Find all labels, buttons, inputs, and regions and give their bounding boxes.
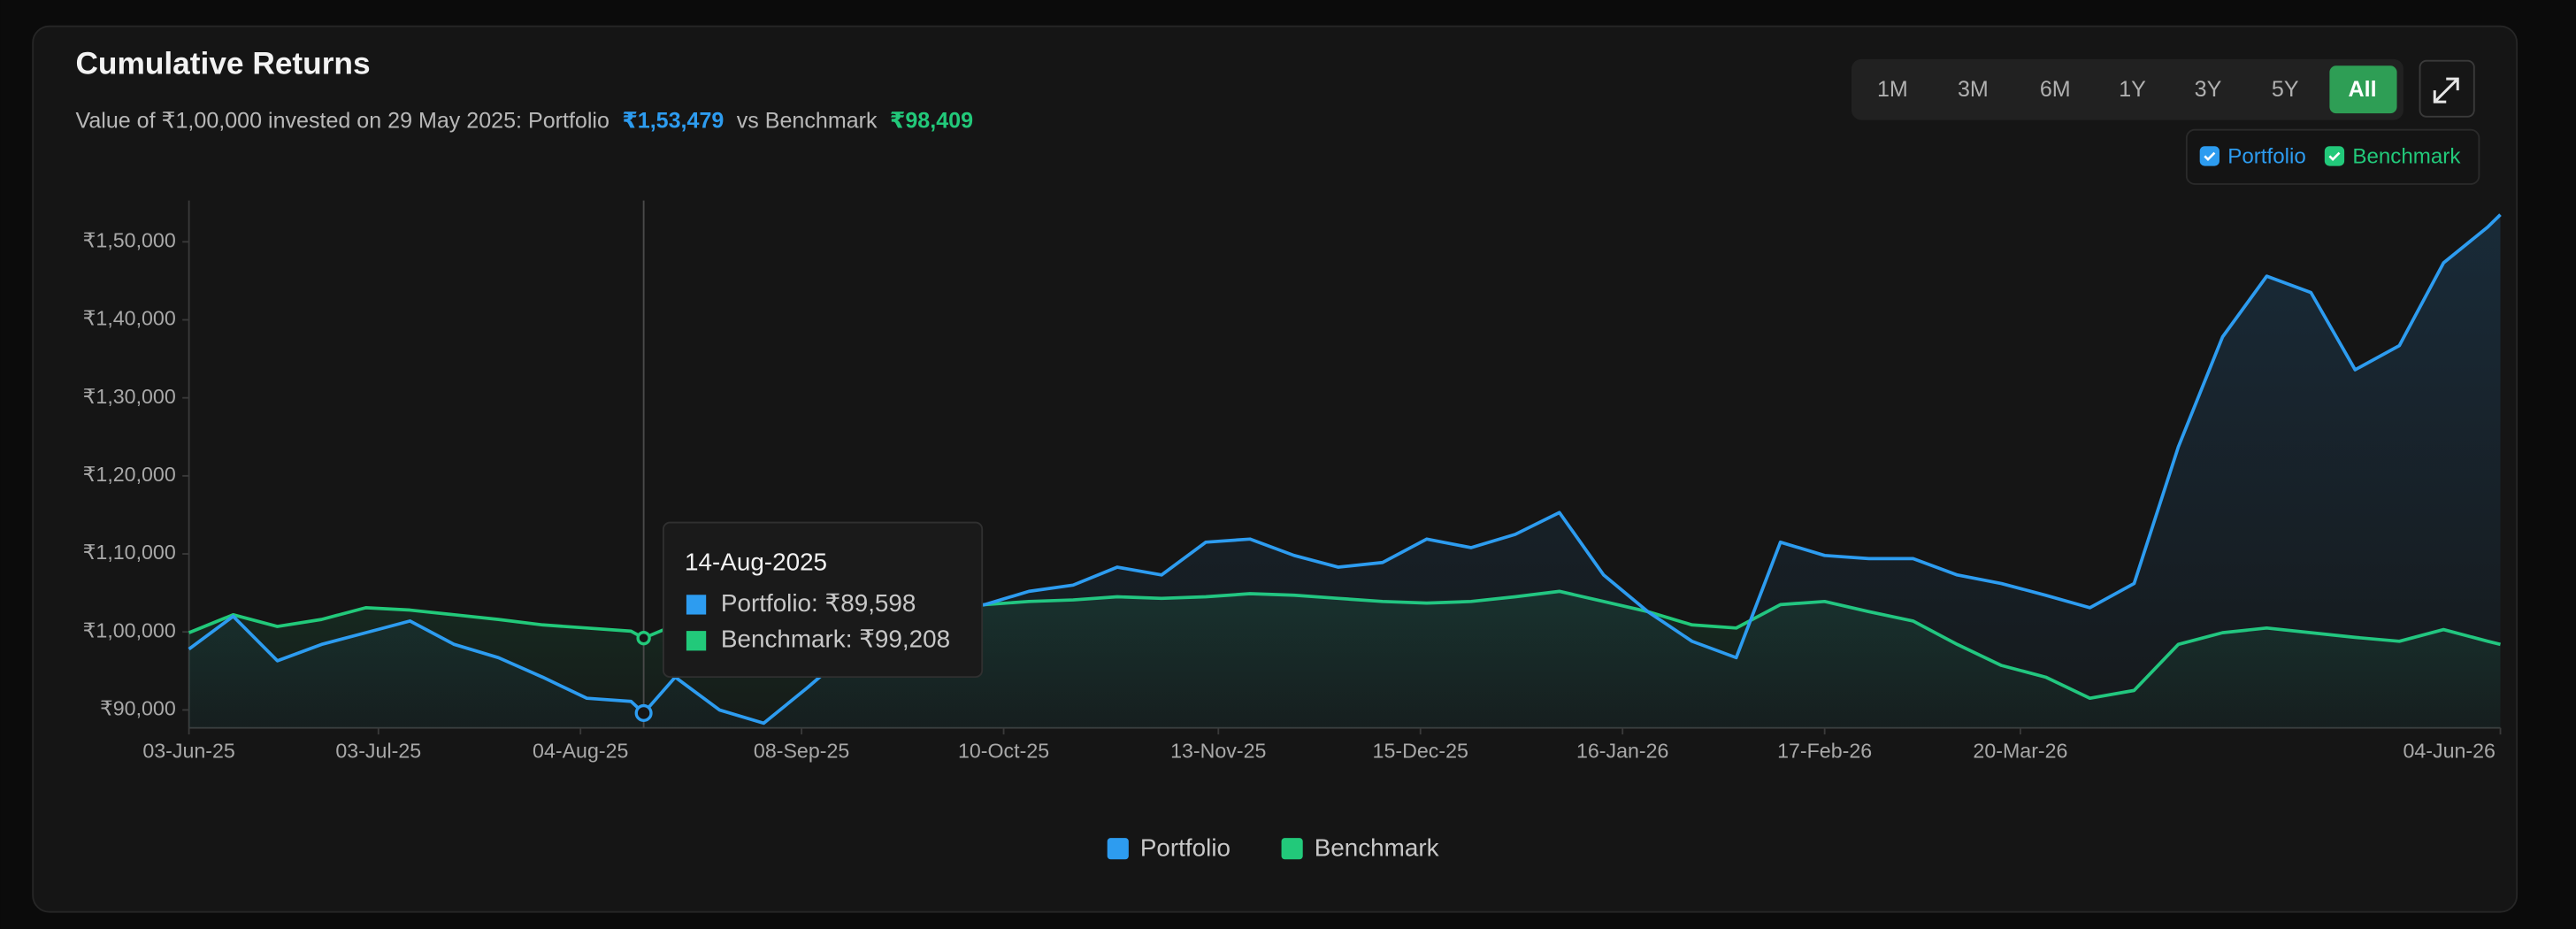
- x-tick-label: 04-Jun-26: [2403, 740, 2495, 763]
- y-tick-label: ₹1,00,000: [83, 618, 176, 641]
- check-icon: [2204, 151, 2216, 161]
- hover-point: [636, 631, 651, 646]
- tooltip-swatch: [686, 631, 707, 651]
- range-button[interactable]: 3M: [1958, 77, 1989, 102]
- y-tick-label: ₹1,40,000: [83, 307, 176, 330]
- subtitle: Value of ₹1,00,000 invested on 29 May 20…: [75, 108, 973, 133]
- y-tick-label: ₹1,10,000: [83, 541, 176, 564]
- x-tick-label: 04-Aug-25: [533, 740, 628, 763]
- range-button-active[interactable]: [2329, 65, 2397, 114]
- legend-swatch: [1107, 838, 1129, 860]
- x-tick-label: 17-Feb-26: [1777, 740, 1872, 763]
- check-icon: [2328, 151, 2341, 161]
- toggle-checkbox[interactable]: [2324, 146, 2345, 166]
- card: [32, 25, 2518, 913]
- range-button[interactable]: 1M: [1877, 77, 1908, 102]
- y-tick-label: ₹90,000: [100, 697, 176, 720]
- x-tick-label: 13-Nov-25: [1170, 740, 1266, 763]
- toggle-benchmark[interactable]: Benchmark: [2324, 145, 2462, 169]
- legend-swatch: [1281, 838, 1303, 860]
- x-tick-label: 08-Sep-25: [754, 740, 849, 763]
- legend-label[interactable]: Portfolio: [1140, 833, 1230, 861]
- x-tick-label: 03-Jul-25: [335, 740, 421, 763]
- expand-icon: [2433, 77, 2459, 104]
- toggle-label[interactable]: Benchmark: [2352, 145, 2461, 169]
- legend: Portfolio Benchmark: [1107, 833, 1439, 861]
- range-group: [1851, 58, 2404, 120]
- series-area: [188, 214, 2501, 728]
- y-tick-label: ₹1,50,000: [83, 228, 176, 251]
- y-tick-label: ₹1,30,000: [83, 385, 176, 408]
- toggle-checkbox[interactable]: [2199, 146, 2220, 166]
- tooltip-layer: 14-Aug-2025 Portfolio: ₹89,598 Benchmark: …: [634, 200, 984, 728]
- tooltip-box: [662, 521, 984, 679]
- plot: ₹90,000 ₹1,00,000 ₹1,10,000 ₹1,20,000 ₹1,30,…: [83, 200, 2502, 763]
- x-tick-label: 16-Jan-26: [1576, 740, 1668, 763]
- x-tick-label: 03-Jun-25: [142, 740, 234, 763]
- legend-label[interactable]: Benchmark: [1315, 833, 1439, 861]
- hover-point: [634, 703, 653, 722]
- range-buttons: 1M 3M 6M 1Y 3Y 5Y All: [1877, 65, 2397, 114]
- tooltip-item: Portfolio: ₹89,598: [721, 589, 916, 617]
- tooltip-item: Benchmark: ₹99,208: [721, 626, 950, 653]
- title: Cumulative Returns: [75, 47, 370, 81]
- range-button[interactable]: All: [2349, 77, 2377, 102]
- benchmark-value: ₹98,409: [890, 108, 973, 133]
- y-tick-label: ₹1,20,000: [83, 463, 176, 486]
- x-tick-label: 20-Mar-26: [1973, 740, 2067, 763]
- x-tick-label: 10-Oct-25: [958, 740, 1049, 763]
- x-tick-label: 15-Dec-25: [1373, 740, 1468, 763]
- tooltip-date: 14-Aug-2025: [685, 548, 827, 575]
- expand-button[interactable]: [2419, 59, 2475, 118]
- range-button[interactable]: 6M: [2040, 77, 2071, 102]
- vs-text: vs Benchmark: [737, 108, 878, 133]
- series-line: [188, 213, 2502, 726]
- tooltip-swatch: [686, 595, 707, 615]
- range-button[interactable]: 3Y: [2195, 77, 2222, 102]
- range-button[interactable]: 1Y: [2119, 77, 2146, 102]
- range-button[interactable]: 5Y: [2272, 77, 2299, 102]
- toggle-label[interactable]: Portfolio: [2227, 145, 2306, 169]
- subtitle-text: Value of ₹1,00,000 invested on 29 May 20…: [75, 108, 609, 133]
- toggle-portfolio[interactable]: Portfolio: [2199, 145, 2306, 169]
- portfolio-value: ₹1,53,479: [622, 108, 724, 133]
